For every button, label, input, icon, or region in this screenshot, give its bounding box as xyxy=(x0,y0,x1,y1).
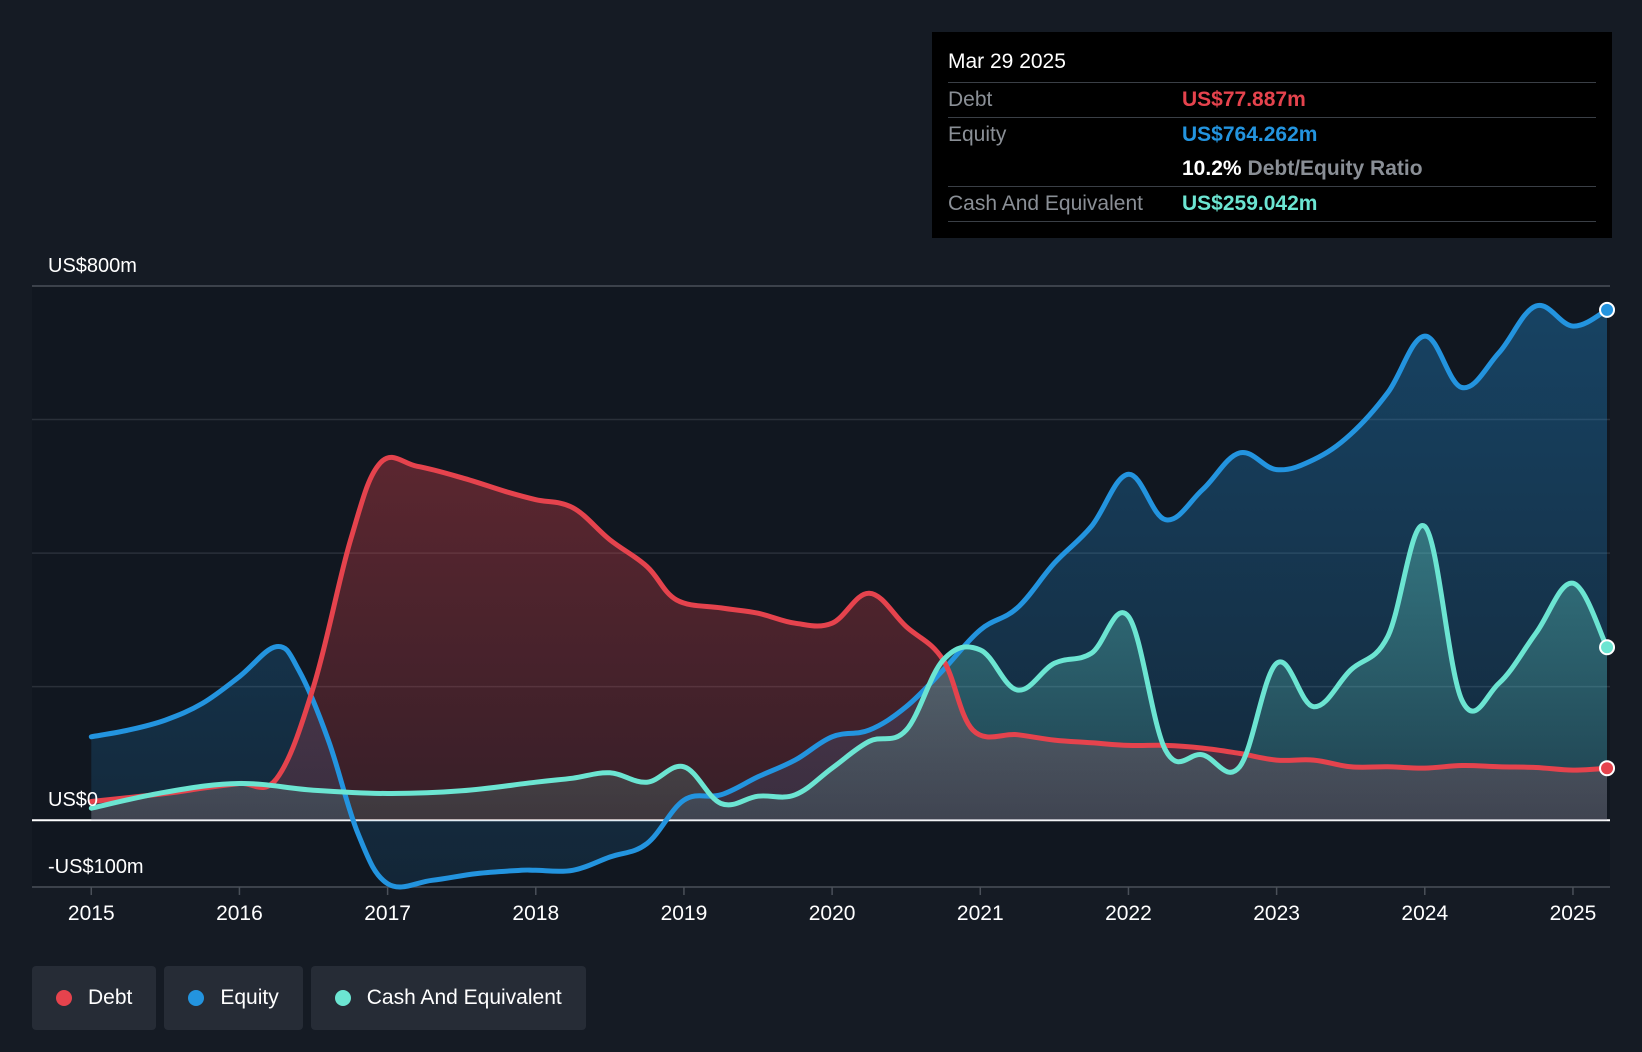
legend-dot-equity-icon xyxy=(188,990,205,1006)
x-tick-label: 2016 xyxy=(216,902,263,925)
x-tick-label: 2020 xyxy=(809,902,856,925)
area-cash xyxy=(91,525,1607,821)
tooltip-ratio-value: 10.2% xyxy=(1182,157,1242,180)
tooltip-cash-value: US$259.042m xyxy=(1182,192,1318,215)
chart-legend: Debt Equity Cash And Equivalent xyxy=(32,966,586,1030)
legend-label-equity: Equity xyxy=(220,986,279,1009)
tooltip-equity-value: US$764.262m xyxy=(1182,123,1318,146)
y-tick-label: -US$100m xyxy=(48,856,144,878)
tooltip-row-debt: Debt US$77.887m xyxy=(948,82,1596,117)
x-tick-label: 2025 xyxy=(1550,902,1597,925)
series-line-equity xyxy=(88,302,1610,890)
tooltip-date: Mar 29 2025 xyxy=(948,50,1066,73)
x-tick-label: 2015 xyxy=(68,902,115,925)
x-tick-label: 2018 xyxy=(512,902,559,925)
x-tick-label: 2022 xyxy=(1105,902,1152,925)
series-line-debt xyxy=(88,455,1610,804)
endpoint-marker-cash[interactable] xyxy=(1599,639,1616,656)
tooltip-debt-label: Debt xyxy=(948,88,993,111)
endpoint-marker-debt[interactable] xyxy=(1599,760,1616,777)
x-tick-label: 2024 xyxy=(1401,902,1448,925)
x-tick-label: 2021 xyxy=(957,902,1004,925)
tooltip-row-cash: Cash And Equivalent US$259.042m xyxy=(948,186,1596,222)
endpoint-marker-equity[interactable] xyxy=(1599,301,1616,318)
legend-item-equity[interactable]: Equity xyxy=(164,966,303,1030)
legend-item-debt[interactable]: Debt xyxy=(32,966,157,1030)
tooltip-panel: Mar 29 2025 Debt US$77.887m Equity US$76… xyxy=(932,32,1612,238)
x-tick-label: 2017 xyxy=(364,902,411,925)
tooltip-row-equity: Equity US$764.262m xyxy=(948,117,1596,152)
tooltip-debt-value: US$77.887m xyxy=(1182,88,1306,111)
area-equity xyxy=(91,305,1607,888)
y-tick-label: US$800m xyxy=(48,255,137,277)
tooltip-ratio-label: Debt/Equity Ratio xyxy=(1247,157,1423,180)
x-tick-label: 2023 xyxy=(1253,902,1300,925)
area-debt xyxy=(91,457,1607,821)
tooltip-cash-label: Cash And Equivalent xyxy=(948,192,1143,215)
legend-label-debt: Debt xyxy=(88,986,133,1009)
x-tick-label: 2019 xyxy=(661,902,708,925)
legend-dot-cash-icon xyxy=(334,990,351,1006)
y-tick-label: US$0 xyxy=(48,789,98,811)
tooltip-row-ratio: 10.2% Debt/Equity Ratio xyxy=(948,152,1596,186)
series-line-cash xyxy=(88,523,1610,811)
legend-item-cash[interactable]: Cash And Equivalent xyxy=(310,966,586,1030)
tooltip-equity-label: Equity xyxy=(948,123,1007,146)
legend-label-cash: Cash And Equivalent xyxy=(366,986,562,1009)
legend-dot-debt-icon xyxy=(56,990,72,1006)
